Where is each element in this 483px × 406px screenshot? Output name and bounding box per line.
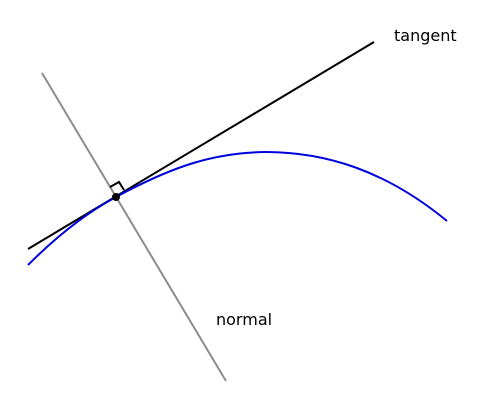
curve <box>27 150 448 266</box>
normal-line <box>41 72 227 382</box>
tangency-point <box>112 193 120 201</box>
tangent-line <box>27 41 375 250</box>
right-angle-marker <box>109 180 125 191</box>
normal-label: normal <box>216 310 272 329</box>
tangent-label: tangent <box>394 26 457 45</box>
